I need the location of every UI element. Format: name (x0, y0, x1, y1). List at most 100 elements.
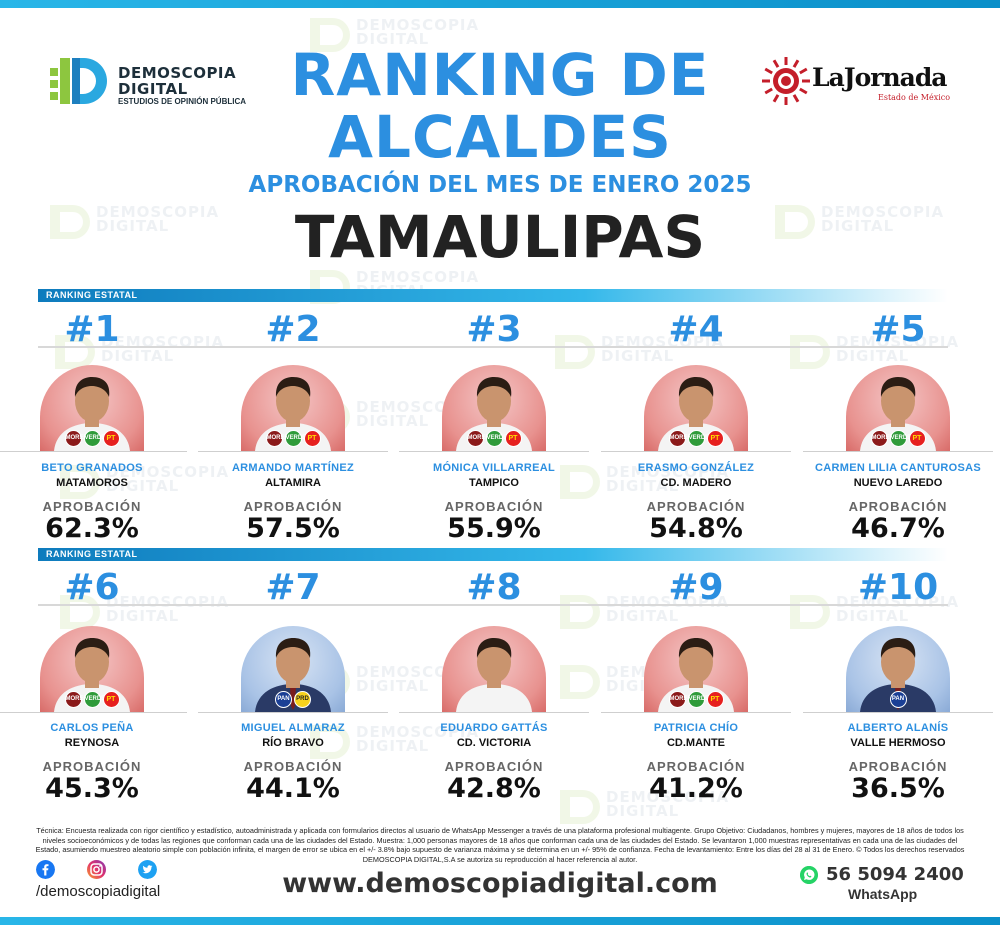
verde-party-icon: VERDE (83, 691, 105, 708)
approval-value: 55.9% (447, 513, 541, 544)
candidate-name: CARMEN LILIA CANTUROSAS (815, 462, 981, 474)
rank-number: #6 (64, 567, 120, 608)
technical-note: Técnica: Encuesta realizada con rigor ci… (35, 826, 965, 864)
candidate-card: CARLOS PEÑA REYNOSA APROBACIÓN 45.3% (0, 722, 187, 804)
candidate-name: CARLOS PEÑA (50, 722, 134, 734)
verde-party-icon: VERDE (83, 430, 105, 447)
verde-party-icon: VERDE (889, 430, 911, 447)
rank-number: #4 (668, 309, 724, 350)
approval-label: APROBACIÓN (848, 499, 948, 514)
rank-number: #5 (870, 309, 926, 350)
morena-party-icon: MORENA (870, 430, 898, 447)
approval-label: APROBACIÓN (444, 759, 544, 774)
approval-value: 44.1% (246, 773, 340, 804)
approval-label: APROBACIÓN (243, 759, 343, 774)
candidate-photo (442, 626, 546, 712)
pt-party-icon: PT (908, 430, 926, 447)
candidate-city: MATAMOROS (56, 477, 128, 489)
rank-number: #7 (265, 567, 321, 608)
verde-party-icon: VERDE (687, 691, 709, 708)
candidate-photo: PAN PRD (241, 626, 345, 712)
approval-label: APROBACIÓN (42, 759, 142, 774)
morena-party-icon: MORENA (265, 430, 293, 447)
rank-number: #1 (64, 309, 120, 350)
pt-party-icon: PT (504, 430, 522, 447)
demoscopia-d-icon (50, 58, 107, 104)
candidate-city: CD. MADERO (660, 477, 732, 489)
candidate-city: TAMPICO (469, 477, 519, 489)
candidate-card: ALBERTO ALANÍS VALLE HERMOSO APROBACIÓN … (803, 722, 993, 804)
brand-tagline: ESTUDIOS DE OPINIÓN PÚBLICA (118, 97, 247, 106)
rank-number: #2 (265, 309, 321, 350)
candidate-photo: PAN (846, 626, 950, 712)
page-title-line1: RANKING DE (290, 41, 710, 109)
whatsapp-icon (800, 866, 818, 884)
candidate-card: ERASMO GONZÁLEZ CD. MADERO APROBACIÓN 54… (601, 462, 791, 544)
demoscopia-logo: DEMOSCOPIA DIGITAL ESTUDIOS DE OPINIÓN P… (48, 52, 248, 112)
section-label: RANKING ESTATAL (46, 549, 138, 559)
candidate-name: MÓNICA VILLARREAL (432, 462, 556, 474)
rank-number: #8 (466, 567, 522, 608)
twitter-icon[interactable] (138, 860, 157, 879)
pan-party-icon: PAN (889, 691, 907, 708)
photo-baseline (0, 712, 187, 713)
candidate-photo: MORENA VERDE PT (846, 365, 950, 451)
candidate-name: ALBERTO ALANÍS (847, 722, 949, 734)
approval-value: 45.3% (45, 773, 139, 804)
section-bar: RANKING ESTATAL (38, 289, 948, 302)
pt-party-icon: PT (102, 430, 120, 447)
bottom-accent-bar (0, 917, 1000, 925)
candidate-card: PATRICIA CHÍO CD.MANTE APROBACIÓN 41.2% (601, 722, 791, 804)
brand-name-line1: DEMOSCOPIA (118, 64, 237, 82)
candidate-city: REYNOSA (64, 737, 120, 749)
phone-number: 56 5094 2400 (826, 864, 964, 885)
candidate-card: CARMEN LILIA CANTUROSAS NUEVO LAREDO APR… (803, 462, 993, 544)
candidate-city: CD. VICTORIA (456, 737, 532, 749)
photo-baseline (399, 712, 589, 713)
la-jornada-logo: LaJornada Estado de México (760, 55, 960, 115)
pt-party-icon: PT (102, 691, 120, 708)
candidate-name: ARMANDO MARTÍNEZ (231, 462, 355, 474)
prd-party-icon: PRD (294, 691, 311, 708)
rank-divider (38, 346, 948, 348)
candidate-card: ARMANDO MARTÍNEZ ALTAMIRA APROBACIÓN 57.… (198, 462, 388, 544)
instagram-icon[interactable] (87, 860, 106, 879)
section-label: RANKING ESTATAL (46, 290, 138, 300)
rank-number: #10 (857, 567, 939, 608)
facebook-icon[interactable] (36, 860, 55, 879)
candidate-card: MÓNICA VILLARREAL TAMPICO APROBACIÓN 55.… (399, 462, 589, 544)
morena-party-icon: MORENA (668, 430, 696, 447)
pt-party-icon: PT (706, 691, 724, 708)
verde-party-icon: VERDE (284, 430, 306, 447)
candidate-city: ALTAMIRA (265, 477, 321, 489)
approval-value: 57.5% (246, 513, 340, 544)
candidate-card: MIGUEL ALMARAZ RÍO BRAVO APROBACIÓN 44.1… (198, 722, 388, 804)
photo-baseline (803, 712, 993, 713)
verde-party-icon: VERDE (485, 430, 507, 447)
approval-label: APROBACIÓN (444, 499, 544, 514)
morena-party-icon: MORENA (668, 691, 696, 708)
pan-party-icon: PAN (275, 691, 292, 708)
approval-value: 54.8% (649, 513, 743, 544)
candidate-photo: MORENA VERDE PT (40, 365, 144, 451)
pt-party-icon: PT (303, 430, 321, 447)
candidate-city: CD.MANTE (666, 737, 726, 749)
candidate-name: ERASMO GONZÁLEZ (637, 462, 755, 474)
website-link[interactable]: www.demoscopiadigital.com (282, 868, 718, 899)
approval-label: APROBACIÓN (646, 499, 746, 514)
pt-party-icon: PT (706, 430, 724, 447)
page-title-line2: ALCALDES (328, 103, 672, 171)
approval-label: APROBACIÓN (42, 499, 142, 514)
approval-label: APROBACIÓN (848, 759, 948, 774)
approval-value: 41.2% (649, 773, 743, 804)
candidate-city: RÍO BRAVO (262, 737, 324, 749)
candidate-city: NUEVO LAREDO (853, 477, 943, 489)
candidate-name: MIGUEL ALMARAZ (241, 722, 345, 734)
photo-baseline (399, 451, 589, 452)
page-subtitle: APROBACIÓN DEL MES DE ENERO 2025 (248, 172, 752, 198)
candidate-photo: MORENA VERDE PT (40, 626, 144, 712)
approval-value: 62.3% (45, 513, 139, 544)
social-handle[interactable]: /demoscopiadigital (36, 883, 161, 900)
verde-party-icon: VERDE (687, 430, 709, 447)
candidate-card: BETO GRANADOS MATAMOROS APROBACIÓN 62.3% (0, 462, 187, 544)
